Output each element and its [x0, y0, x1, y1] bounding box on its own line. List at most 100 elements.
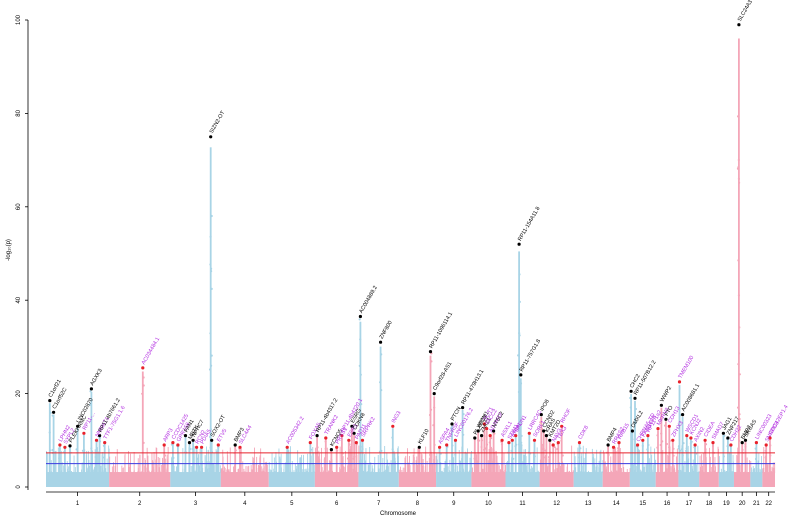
snp-point — [518, 300, 521, 303]
snp-column — [359, 460, 360, 473]
chromosome-band-9 — [436, 472, 472, 487]
gene-label: FTO — [664, 404, 675, 417]
lead-snp-marker — [646, 434, 650, 438]
snp-point — [492, 449, 495, 452]
snp-column — [334, 472, 336, 473]
snp-column — [115, 456, 117, 473]
lead-snp-marker — [685, 434, 689, 438]
peak-tower — [681, 416, 684, 473]
peak-tower — [678, 385, 681, 473]
peak-tower — [209, 147, 212, 474]
snp-column — [397, 472, 399, 473]
snp-column — [731, 471, 733, 473]
snp-column — [215, 464, 217, 473]
snp-column — [617, 449, 619, 473]
snp-point — [672, 454, 675, 457]
chromosome-band-20 — [733, 472, 751, 487]
lead-snp-marker — [171, 441, 175, 445]
peak-tower — [552, 446, 555, 473]
snp-column — [156, 448, 158, 473]
gene-labels: C1orf21C1orf52CLPHN2SYPL2PLEKHAMCLINC028… — [48, 0, 790, 448]
snp-point — [744, 443, 747, 446]
peak-tower — [98, 437, 101, 473]
snp-column — [223, 470, 225, 473]
snp-column — [573, 472, 575, 473]
gene-label: AC004889.2 — [358, 285, 378, 314]
snp-column — [387, 466, 389, 473]
snp-column — [415, 460, 417, 473]
peak-tower — [451, 425, 453, 473]
x-axis-title: Chromosome — [380, 511, 417, 517]
snp-column — [526, 472, 527, 473]
snp-column — [476, 470, 478, 473]
snp-point — [90, 447, 93, 450]
snp-column — [321, 467, 323, 473]
snp-column — [122, 467, 124, 473]
peak-tower — [90, 391, 93, 473]
snp-point — [462, 413, 465, 416]
peak-tower — [184, 437, 187, 473]
gene-label: RHOF — [560, 407, 573, 424]
chromosome-band-14 — [602, 472, 630, 487]
peak-tower — [485, 430, 488, 473]
snp-column — [133, 452, 135, 473]
snp-column — [483, 471, 484, 473]
snp-column — [587, 472, 588, 473]
snp-column — [288, 464, 290, 473]
snp-column — [321, 447, 322, 473]
chromosome-band-4 — [220, 472, 269, 487]
snp-column — [244, 471, 246, 473]
snp-column — [109, 456, 111, 473]
snp-column — [72, 472, 73, 473]
snp-column — [684, 461, 686, 473]
lead-snp-marker — [391, 424, 395, 428]
snp-column — [194, 470, 196, 473]
lead-snp-marker — [209, 135, 213, 139]
lead-snp-marker — [238, 445, 242, 449]
peak-tower — [557, 444, 560, 473]
snp-point — [209, 428, 212, 431]
snp-point — [517, 354, 520, 357]
snp-column — [145, 459, 146, 473]
snp-column — [396, 471, 398, 473]
lead-snp-marker — [450, 422, 454, 426]
snp-column — [372, 468, 374, 473]
snp-point — [172, 456, 175, 459]
chromosome-band-7 — [358, 472, 399, 487]
snp-column — [171, 457, 172, 473]
snp-column — [539, 459, 541, 473]
snp-column — [245, 467, 247, 473]
snp-column — [737, 447, 739, 473]
snp-column — [530, 472, 532, 473]
x-tick-label: 16 — [664, 501, 671, 507]
snp-point — [378, 450, 382, 453]
snp-point — [485, 443, 489, 446]
snp-column — [555, 446, 557, 473]
snp-column — [370, 472, 372, 473]
snp-column — [720, 468, 722, 473]
snp-column — [728, 452, 730, 473]
snp-point — [89, 390, 92, 393]
snp-column — [157, 457, 159, 473]
snp-column — [174, 472, 176, 473]
snp-column — [725, 471, 727, 473]
snp-point — [391, 436, 394, 439]
snp-column — [405, 455, 407, 473]
lead-snp-marker — [141, 366, 145, 370]
snp-column — [256, 456, 258, 473]
peak-tower — [765, 446, 768, 473]
snp-column — [577, 447, 579, 473]
x-tick-label: 9 — [452, 501, 456, 507]
snp-column — [89, 470, 91, 473]
snp-column — [551, 472, 553, 473]
snp-column — [160, 465, 162, 473]
peak-tower — [518, 251, 520, 473]
snp-column — [276, 461, 277, 473]
snp-column — [205, 466, 207, 473]
x-tick-label: 1 — [76, 501, 80, 507]
snp-column — [255, 471, 257, 473]
snp-column — [759, 469, 761, 473]
snp-column — [677, 464, 679, 473]
lead-snp-marker — [94, 438, 99, 442]
snp-column — [402, 467, 404, 473]
